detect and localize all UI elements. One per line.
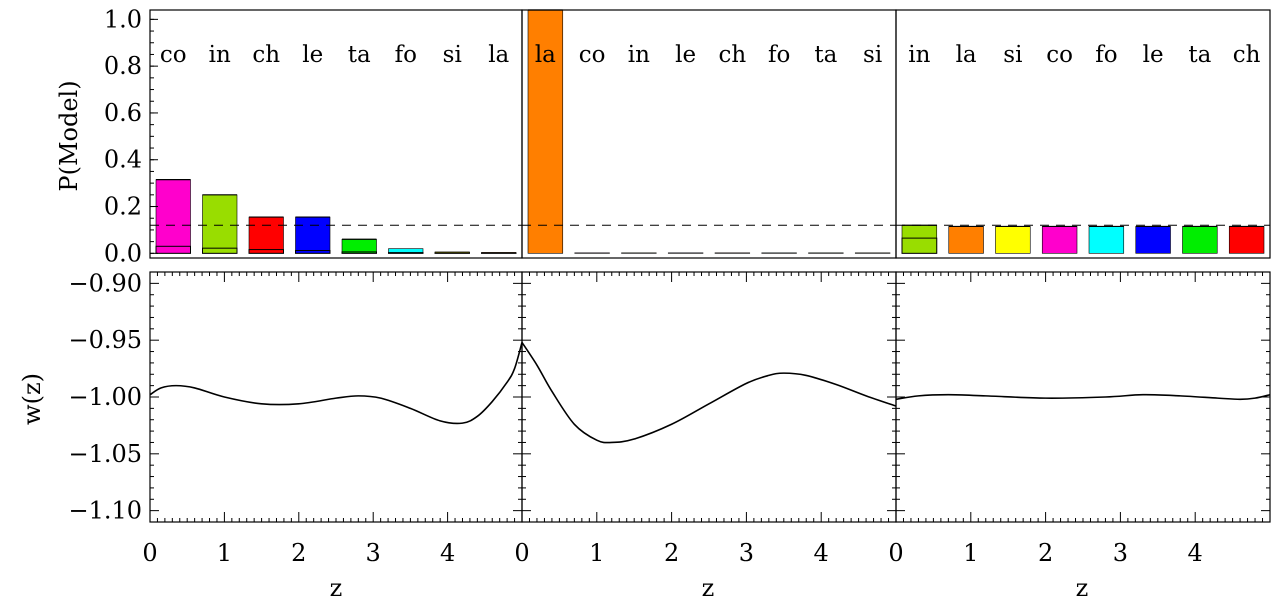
- bar-label-fo: fo: [395, 42, 417, 68]
- bar-fo: [1088, 226, 1125, 254]
- x-tick-label: 1: [963, 539, 978, 567]
- bar-label-le: le: [675, 42, 696, 68]
- x-tick-label: 3: [366, 539, 381, 567]
- x-tick-label: 3: [1113, 539, 1128, 567]
- bar-label-la: la: [488, 42, 509, 68]
- bar-label-in: in: [209, 42, 231, 68]
- y-tick-label: 1.0: [104, 5, 142, 33]
- panel-frame: [521, 271, 897, 523]
- x-tick-label: 1: [217, 539, 232, 567]
- bar-label-ta: ta: [348, 42, 371, 68]
- y-tick-label: −0.95: [68, 326, 142, 354]
- x-tick-label: 2: [664, 539, 679, 567]
- bar-si: [995, 226, 1031, 254]
- x-tick-label: 1: [589, 539, 604, 567]
- bar-label-co: co: [579, 42, 606, 68]
- line-panel-right: 0 1 2 3 4: [888, 271, 1271, 567]
- bar-inner-in: [202, 247, 238, 254]
- bar-label-si: si: [443, 42, 462, 68]
- bar-ta: [1182, 226, 1218, 254]
- plot-layer: co in ch le ta fo si la la co in le ch fo ta si in la si co…: [68, 5, 1271, 567]
- bar-inner-fo: [388, 252, 424, 254]
- bar-label-la: la: [956, 42, 977, 68]
- bar-la: [527, 9, 564, 254]
- bar-ta: [341, 238, 377, 254]
- bar-ch: [248, 216, 284, 254]
- bar-inner-le: [295, 250, 331, 254]
- bar-inner-ch: [248, 249, 284, 254]
- bar-label-co: co: [160, 42, 187, 68]
- bar-co: [155, 179, 191, 254]
- bar-label-in: in: [908, 42, 930, 68]
- bar-panel-left: co in ch le ta fo si la: [149, 9, 523, 259]
- bar-label-ta: ta: [814, 42, 837, 68]
- bar-inner-co: [155, 245, 191, 254]
- line-panel-left: 0 1 2 3 4: [142, 271, 523, 567]
- bar-label-la: la: [535, 42, 556, 68]
- x-axis-title-right: z: [1076, 574, 1089, 601]
- x-tick-label: 0: [888, 539, 903, 567]
- bar-label-fo: fo: [768, 42, 790, 68]
- bar-label-le: le: [1143, 42, 1164, 68]
- y-tick-label: 0.2: [104, 193, 142, 221]
- bar-inner-in: [901, 237, 938, 254]
- y-tick-label: 0.0: [104, 239, 142, 267]
- bar-la: [948, 226, 984, 254]
- bar-label-ch: ch: [252, 42, 280, 68]
- y-tick-label: −1.05: [68, 440, 142, 468]
- bar-ch: [1228, 226, 1265, 254]
- panel-frame: [895, 271, 1271, 523]
- bar-label-ch: ch: [719, 42, 747, 68]
- bar-le: [1135, 226, 1171, 254]
- x-tick-label: 0: [514, 539, 529, 567]
- panel-frame: [149, 271, 523, 523]
- x-tick-label: 2: [291, 539, 306, 567]
- panel-frame: [895, 9, 1271, 259]
- x-axis-title-left: z: [330, 574, 343, 601]
- x-tick-label: 0: [142, 539, 157, 567]
- bar-panel-right: in la si co fo le ta ch: [895, 9, 1271, 259]
- bar-label-si: si: [1003, 42, 1022, 68]
- bar-in: [901, 224, 938, 254]
- bar-label-co: co: [1046, 42, 1073, 68]
- bar-label-in: in: [628, 42, 650, 68]
- x-tick-label: 4: [1188, 539, 1203, 567]
- bar-panel-middle: la co in le ch fo ta si: [521, 9, 897, 259]
- w-curve: [521, 342, 897, 444]
- bar-le: [295, 216, 331, 254]
- y-tick-label: 0.6: [104, 99, 142, 127]
- y-tick-label: −1.00: [68, 383, 142, 411]
- bar-inner-ta: [341, 251, 377, 254]
- y-axis-title-top: P(Model): [55, 80, 83, 191]
- bar-in: [202, 194, 238, 254]
- line-panel-middle: 0 1 2 3 4: [514, 271, 897, 567]
- x-axis-title-middle: z: [702, 574, 715, 601]
- x-tick-label: 3: [739, 539, 754, 567]
- w-curve: [149, 342, 523, 425]
- x-tick-label: 2: [1038, 539, 1053, 567]
- bar-label-ta: ta: [1188, 42, 1211, 68]
- bar-co: [1041, 226, 1078, 254]
- y-tick-label: −0.90: [68, 269, 142, 297]
- bar-label-si: si: [863, 42, 882, 68]
- w-curve: [895, 393, 1271, 401]
- bar-label-ch: ch: [1233, 42, 1261, 68]
- y-tick-label: 0.4: [104, 146, 142, 174]
- y-tick-label: −1.10: [68, 497, 142, 525]
- y-tick-label: 0.8: [104, 52, 142, 80]
- x-tick-label: 4: [440, 539, 455, 567]
- bar-label-fo: fo: [1095, 42, 1117, 68]
- x-tick-label: 4: [814, 539, 829, 567]
- y-axis-title-bottom: w(z): [18, 373, 46, 425]
- bar-label-le: le: [302, 42, 323, 68]
